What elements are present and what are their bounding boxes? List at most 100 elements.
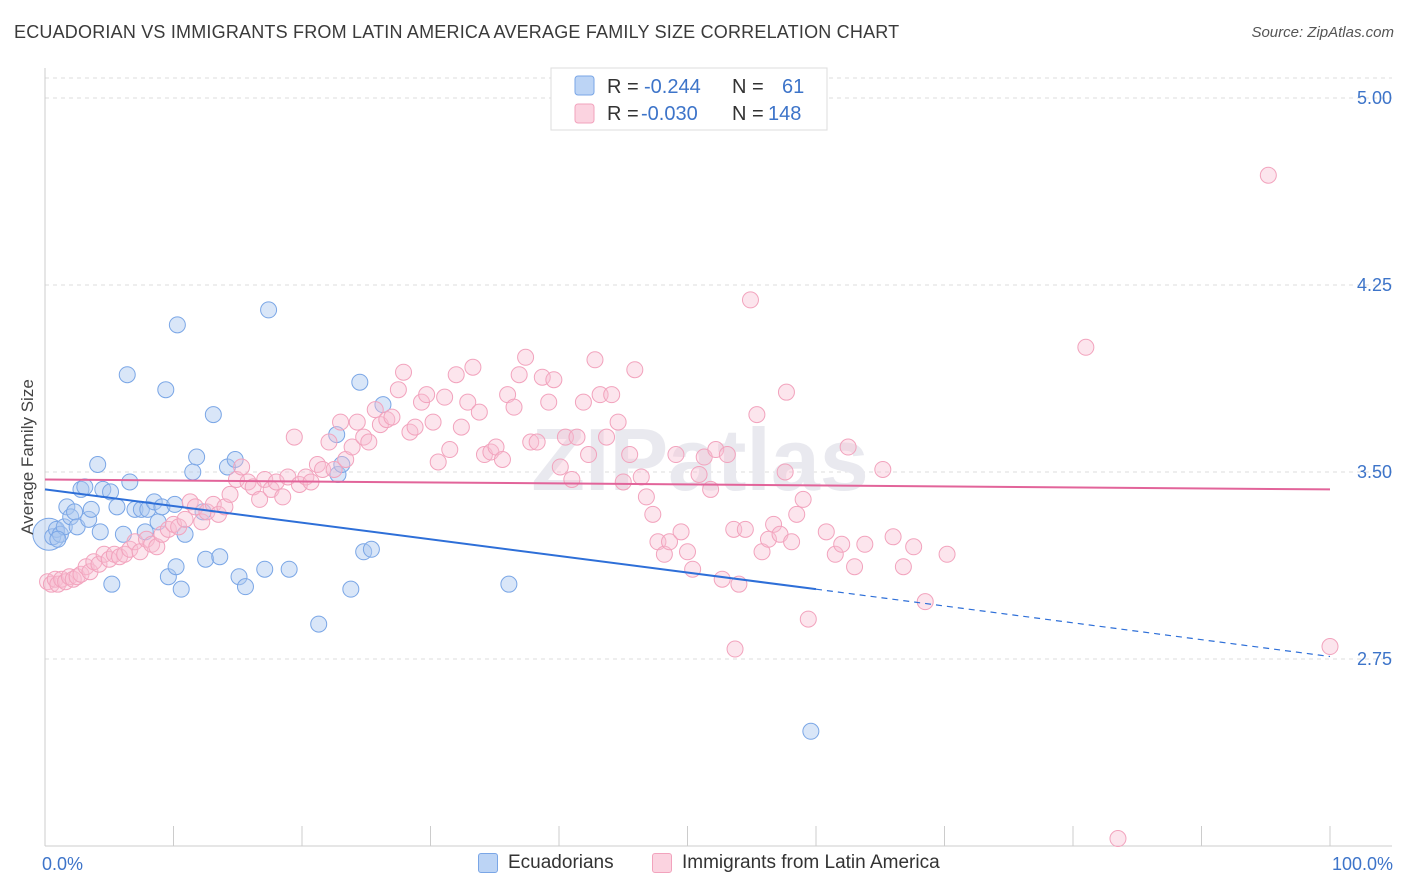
latin-america-point-153: [1321, 638, 1339, 656]
latin-america-point-58: [343, 438, 361, 456]
latin-america-point-26: [159, 520, 177, 538]
latin-america-point-107: [626, 361, 644, 379]
latin-america-point-140: [833, 535, 851, 553]
latin-america-point-118: [690, 465, 708, 483]
latin-america-point-138: [817, 523, 835, 541]
legend-label-latin-america: Immigrants from Latin America: [682, 852, 940, 873]
latin-america-point-154: [1109, 830, 1127, 848]
legend-r-label-0: R =: [607, 76, 639, 98]
ecuadorian-point-53: [342, 580, 360, 598]
latin-america-point-116: [679, 543, 696, 561]
legend-label-ecuadorians: Ecuadorians: [508, 852, 614, 873]
legend-n-value-1: 148: [768, 103, 801, 125]
latin-america-point-55: [325, 460, 343, 478]
ecuadorian-point-16: [102, 483, 120, 501]
latin-america-point-53: [314, 460, 332, 478]
latin-america-point-134: [783, 533, 801, 551]
ecuadorian-point-10: [76, 478, 94, 496]
ecuadorian-point-14: [91, 523, 109, 541]
latin-america-point-131: [765, 515, 783, 533]
ecuadorian-point-17: [103, 575, 121, 593]
ecuadorian-point-11: [80, 510, 98, 528]
latin-america-point-92: [540, 393, 558, 411]
trend-line-latin-america: [44, 478, 1331, 491]
latin-america-point-84: [493, 451, 511, 469]
latin-america-point-128: [748, 406, 766, 424]
latin-america-point-29: [176, 510, 194, 528]
ecuadorian-point-33: [168, 316, 186, 334]
latin-america-point-109: [637, 488, 655, 506]
latin-america-point-60: [355, 428, 373, 446]
y-tick-label-0: 2.75: [1357, 649, 1392, 669]
ecuadorian-point-41: [211, 548, 229, 566]
ecuadorian-point-32: [167, 558, 185, 576]
legend-item-ecuadorians: Ecuadorians: [478, 852, 614, 874]
latin-america-point-95: [556, 428, 574, 446]
latin-america-point-135: [788, 505, 806, 523]
latin-america-point-142: [846, 558, 864, 576]
legend-n-label-0: N =: [732, 76, 764, 98]
latin-america-point-108: [632, 468, 650, 486]
latin-america-point-2: [46, 570, 64, 588]
latin-america-point-123: [718, 446, 736, 464]
ecuadorian-point-40: [204, 406, 222, 424]
latin-america-point-54: [320, 433, 338, 451]
latin-america-point-39: [233, 458, 251, 476]
ecuadorian-point-28: [153, 498, 171, 516]
latin-america-point-89: [522, 433, 540, 451]
ecuadorian-point-45: [236, 578, 254, 596]
ecuadorian-point-59: [802, 722, 820, 740]
latin-america-point-72: [424, 413, 442, 431]
latin-america-point-139: [826, 545, 844, 563]
ecuadorian-point-36: [184, 463, 202, 481]
latin-america-point-103: [603, 386, 621, 404]
latin-america-point-155: [726, 640, 744, 658]
ecuadorian-point-20: [118, 366, 136, 384]
latin-america-point-126: [736, 520, 754, 538]
latin-america-point-78: [459, 393, 477, 411]
latin-america-point-102: [598, 428, 616, 446]
latin-america-point-148: [916, 593, 934, 611]
latin-america-point-59: [348, 413, 366, 431]
latin-america-point-114: [667, 446, 685, 464]
latin-america-point-137: [799, 610, 817, 628]
latin-america-point-87: [510, 366, 528, 384]
latin-america-point-99: [580, 446, 598, 464]
latin-america-point-80: [470, 403, 488, 421]
ecuadorian-point-31: [166, 495, 184, 513]
latin-america-point-94: [551, 458, 569, 476]
latin-america-point-66: [389, 381, 407, 399]
y-tick-label-1: 3.50: [1357, 462, 1392, 482]
latin-america-point-69: [406, 418, 424, 436]
latin-america-point-152: [777, 383, 795, 401]
latin-america-point-98: [574, 393, 592, 411]
latin-america-point-122: [713, 570, 731, 588]
legend-n-value-0: 61: [782, 76, 804, 98]
latin-america-point-96: [563, 470, 581, 488]
latin-america-point-90: [528, 433, 546, 451]
ecuadorian-point-18: [108, 498, 126, 516]
latin-america-point-46: [274, 488, 292, 506]
ecuadorian-point-47: [256, 560, 274, 578]
latin-america-point-48: [285, 428, 303, 446]
legend-bottom: Ecuadorians Immigrants from Latin Americ…: [0, 852, 1406, 880]
latin-america-point-79: [464, 358, 482, 376]
latin-america-point-100: [586, 351, 604, 369]
latin-america-point-143: [856, 535, 874, 553]
latin-america-point-127: [741, 291, 759, 309]
ecuadorian-point-46: [260, 301, 278, 319]
ecuadorian-point-49: [310, 615, 328, 633]
legend-r-label-1: R =: [607, 103, 639, 125]
chart-title: ECUADORIAN VS IMMIGRANTS FROM LATIN AMER…: [14, 22, 900, 42]
chart-source: Source: ZipAtlas.com: [1251, 24, 1394, 41]
latin-america-point-61: [360, 433, 378, 451]
legend-r-value-1: -0.030: [641, 103, 698, 125]
latin-america-point-56: [332, 413, 350, 431]
latin-america-point-86: [505, 398, 523, 416]
trend-line-ecuadorians: [44, 488, 817, 591]
latin-america-point-146: [894, 558, 912, 576]
latin-america-point-36: [216, 498, 234, 516]
latin-america-point-75: [441, 441, 459, 459]
trend-line-ecuadorians-extension: [815, 588, 1331, 658]
